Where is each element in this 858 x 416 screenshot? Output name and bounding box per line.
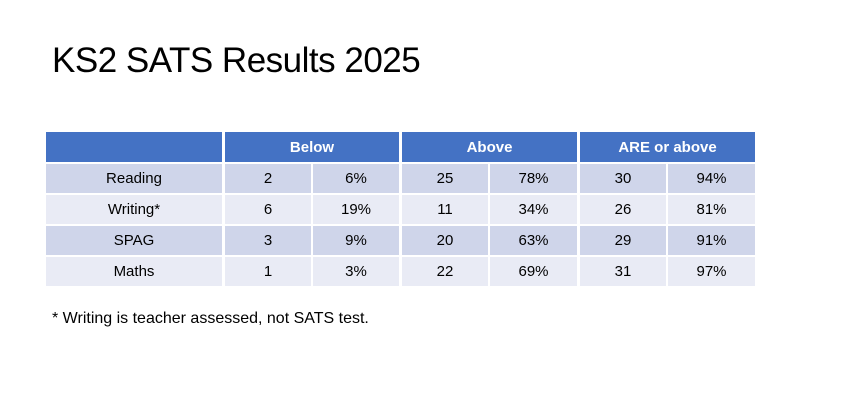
cell-below-count: 1 (222, 255, 311, 286)
cell-are-count: 30 (577, 162, 666, 193)
header-corner-cell (46, 132, 222, 162)
cell-above-count: 25 (399, 162, 488, 193)
cell-above-count: 20 (399, 224, 488, 255)
cell-below-count: 2 (222, 162, 311, 193)
cell-above-count: 11 (399, 193, 488, 224)
footnote: * Writing is teacher assessed, not SATS … (52, 310, 369, 327)
header-above: Above (399, 132, 577, 162)
header-below: Below (222, 132, 399, 162)
cell-below-count: 3 (222, 224, 311, 255)
row-label: SPAG (46, 224, 222, 255)
cell-are-count: 26 (577, 193, 666, 224)
cell-are-pct: 91% (666, 224, 756, 255)
cell-are-pct: 94% (666, 162, 756, 193)
table-row-maths: Maths 1 3% 22 69% 31 97% (46, 255, 756, 286)
cell-are-pct: 97% (666, 255, 756, 286)
cell-below-pct: 9% (311, 224, 399, 255)
cell-are-count: 29 (577, 224, 666, 255)
page-title: KS2 SATS Results 2025 (52, 41, 421, 80)
cell-above-pct: 78% (488, 162, 577, 193)
table-row-writing: Writing* 6 19% 11 34% 26 81% (46, 193, 756, 224)
row-label: Writing* (46, 193, 222, 224)
row-label: Reading (46, 162, 222, 193)
cell-below-pct: 3% (311, 255, 399, 286)
results-table: Below Above ARE or above Reading 2 6% 25… (46, 132, 756, 286)
cell-above-pct: 34% (488, 193, 577, 224)
table-row-spag: SPAG 3 9% 20 63% 29 91% (46, 224, 756, 255)
header-are-or-above: ARE or above (577, 132, 756, 162)
cell-above-pct: 63% (488, 224, 577, 255)
cell-below-pct: 19% (311, 193, 399, 224)
cell-above-pct: 69% (488, 255, 577, 286)
cell-are-pct: 81% (666, 193, 756, 224)
table-header-row: Below Above ARE or above (46, 132, 756, 162)
row-label: Maths (46, 255, 222, 286)
table-row-reading: Reading 2 6% 25 78% 30 94% (46, 162, 756, 193)
cell-above-count: 22 (399, 255, 488, 286)
cell-below-count: 6 (222, 193, 311, 224)
cell-below-pct: 6% (311, 162, 399, 193)
cell-are-count: 31 (577, 255, 666, 286)
